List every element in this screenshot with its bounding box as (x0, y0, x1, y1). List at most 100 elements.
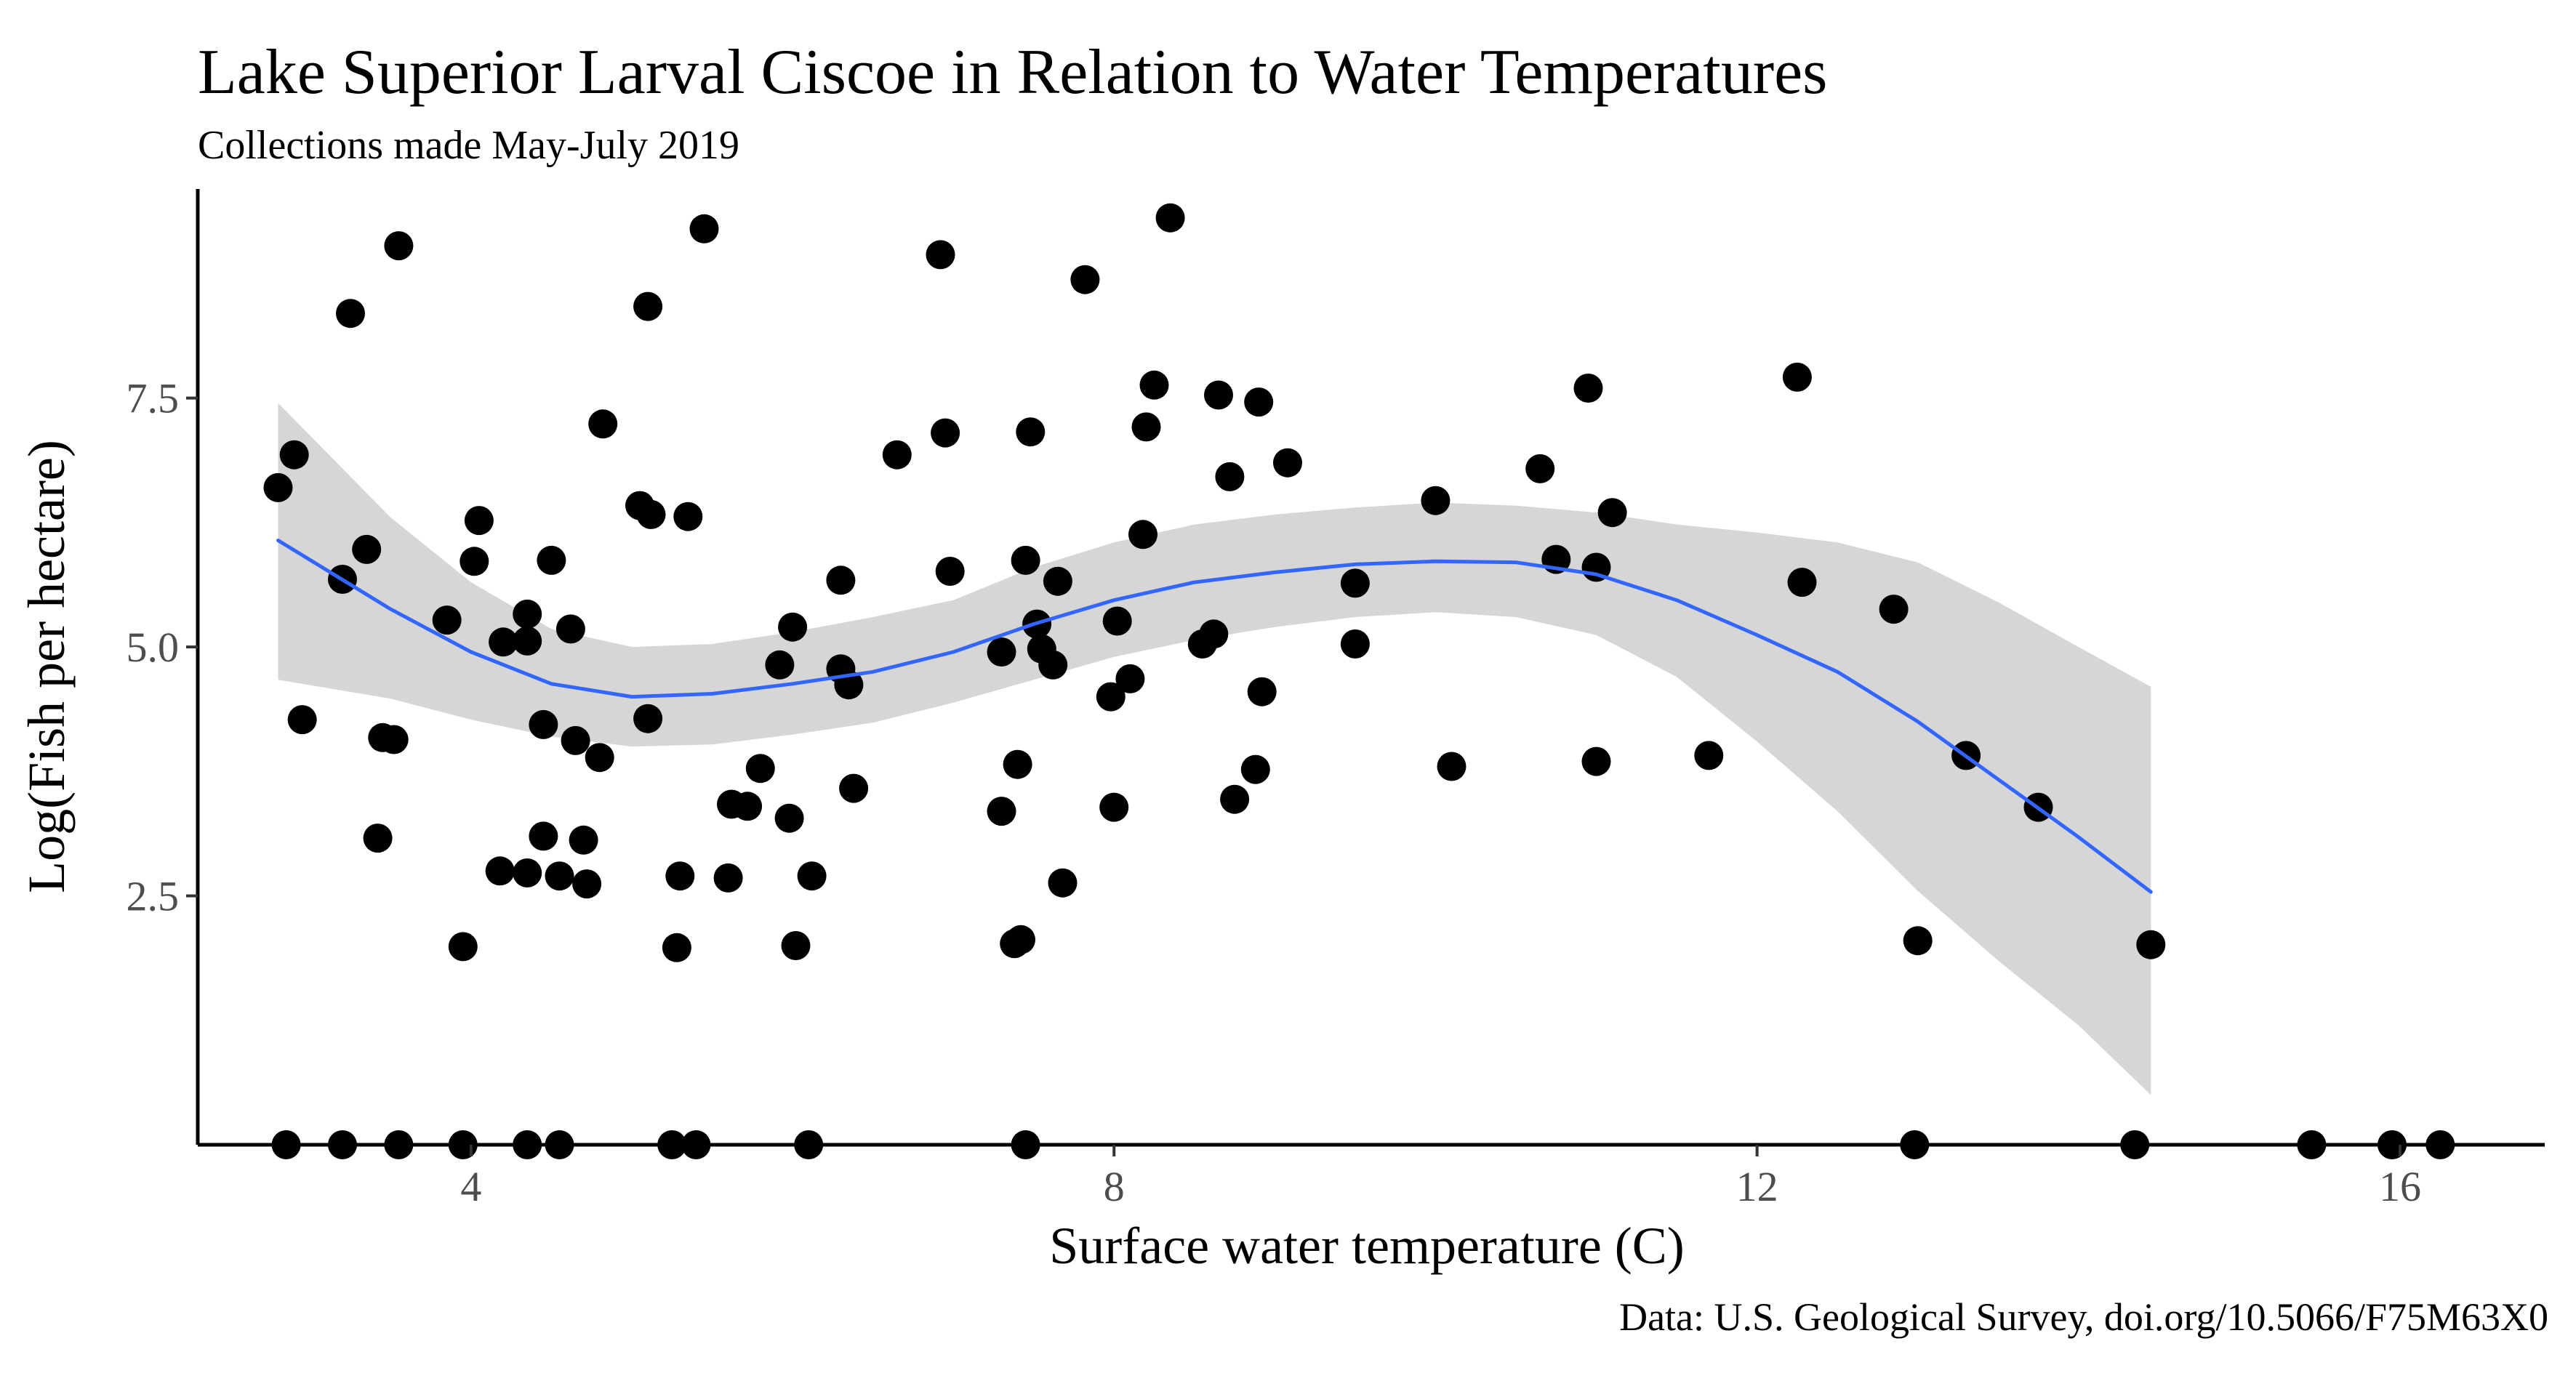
data-point (1694, 741, 1724, 770)
data-point (987, 797, 1016, 826)
data-point (485, 856, 515, 886)
data-point (432, 605, 462, 635)
data-point (665, 861, 695, 891)
data-point (1131, 412, 1161, 442)
data-point (633, 291, 663, 321)
data-point (1048, 868, 1078, 898)
data-point (279, 440, 309, 470)
y-tick-label: 5.0 (127, 624, 180, 671)
data-point (1128, 520, 1157, 549)
data-point (633, 704, 663, 733)
data-point (1043, 566, 1072, 596)
y-axis-ticks: 2.5 5.0 7.5 (127, 375, 198, 920)
x-tick-label: 16 (2379, 1163, 2421, 1210)
data-point (745, 754, 775, 784)
data-point (1011, 545, 1040, 575)
data-point (733, 792, 763, 821)
data-point (774, 803, 804, 833)
x-tick-label: 8 (1104, 1163, 1125, 1210)
data-point (1340, 568, 1370, 598)
data-point (513, 858, 542, 887)
data-point (448, 932, 478, 962)
data-point (1421, 486, 1450, 515)
data-point (1573, 374, 1603, 403)
data-point (1247, 677, 1277, 706)
y-tick-label: 2.5 (127, 873, 180, 920)
data-point (781, 931, 811, 960)
confidence-ribbon-layer (278, 403, 2151, 1095)
data-point (1581, 746, 1611, 776)
data-point (673, 502, 703, 531)
data-point (1340, 629, 1370, 659)
x-axis-title: Surface water temperature (C) (1049, 1217, 1685, 1275)
data-point (935, 557, 965, 586)
smooth-fit-line (276, 539, 2153, 894)
data-point (1220, 784, 1250, 814)
data-point (2136, 930, 2166, 959)
data-point (1199, 619, 1229, 649)
data-point (513, 599, 542, 629)
x-axis-ticks: 4 8 12 16 (460, 1145, 2421, 1210)
data-point (287, 705, 317, 735)
data-point (1437, 752, 1466, 781)
data-point (839, 773, 869, 803)
data-point (561, 725, 590, 755)
data-point (1139, 370, 1169, 400)
data-point (689, 214, 719, 243)
data-points-layer (263, 203, 2455, 1159)
y-tick-label: 7.5 (127, 375, 180, 422)
data-point (987, 637, 1016, 667)
data-point (1102, 606, 1132, 636)
data-point (662, 933, 691, 962)
data-point (572, 869, 602, 899)
data-point (545, 861, 574, 891)
data-point (1070, 265, 1100, 294)
data-point (1096, 682, 1126, 712)
data-point (713, 863, 743, 893)
data-point (585, 743, 614, 773)
data-source-caption: Data: U.S. Geological Survey, doi.org/10… (1619, 1295, 2548, 1339)
data-point (1240, 754, 1270, 784)
data-point (1597, 498, 1627, 528)
data-point (1099, 792, 1129, 822)
data-point (336, 299, 365, 329)
data-point (588, 409, 618, 439)
data-point (537, 545, 566, 575)
data-point (1879, 595, 1909, 624)
data-point (1782, 362, 1812, 392)
data-point (926, 240, 955, 270)
data-point (778, 612, 808, 642)
data-point (384, 231, 414, 261)
data-point (1215, 462, 1245, 491)
data-point (1038, 650, 1068, 680)
y-axis-title: Log(Fish per hectare) (17, 440, 76, 893)
data-point (352, 534, 382, 564)
data-point (464, 506, 494, 536)
data-point (882, 440, 912, 470)
data-point (1204, 380, 1233, 410)
data-point (529, 821, 558, 851)
x-tick-label: 12 (1736, 1163, 1778, 1210)
data-point (1903, 926, 1933, 956)
chart-title: Lake Superior Larval Ciscoe in Relation … (198, 37, 1827, 108)
data-point (1115, 664, 1145, 693)
data-point (797, 861, 827, 891)
data-point (1006, 925, 1035, 954)
data-point (931, 418, 960, 448)
data-point (489, 627, 518, 657)
confidence-ribbon (278, 403, 2151, 1095)
data-point (1155, 203, 1185, 233)
data-point (363, 824, 393, 853)
data-point (1244, 387, 1274, 417)
data-point (636, 499, 666, 529)
data-point (1525, 454, 1555, 483)
data-point (555, 614, 585, 644)
data-point (1273, 448, 1302, 478)
data-point (263, 472, 293, 502)
data-point (1787, 568, 1817, 597)
data-point (765, 650, 795, 680)
chart-subtitle: Collections made May-July 2019 (198, 123, 739, 168)
smooth-line-layer (276, 539, 2153, 894)
data-point (379, 725, 409, 754)
